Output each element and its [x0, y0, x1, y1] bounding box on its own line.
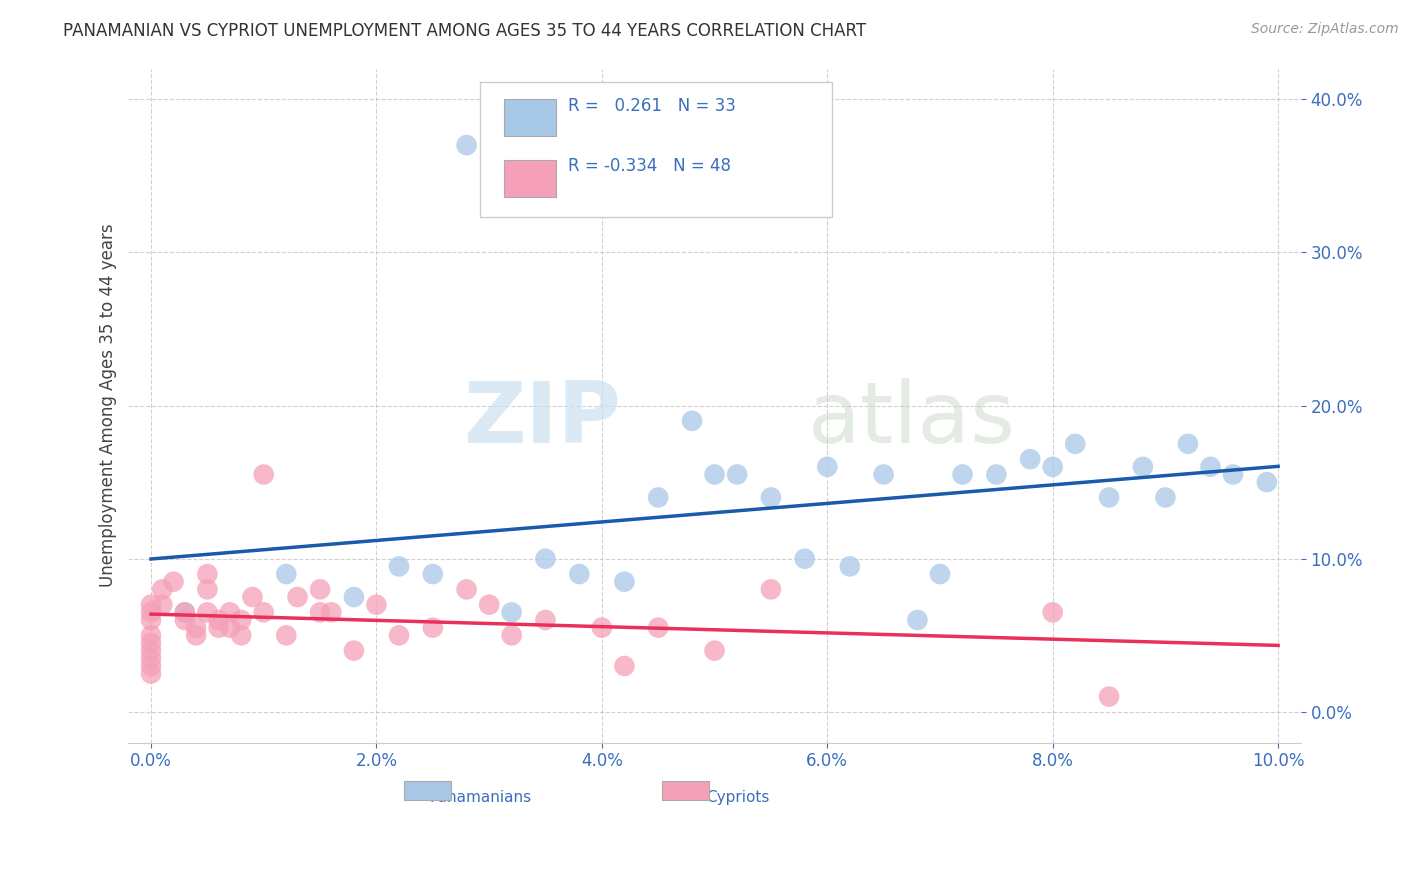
Point — [242, 590, 264, 604]
Point — [321, 605, 343, 619]
Point — [139, 659, 162, 673]
Point — [139, 628, 162, 642]
Text: atlas: atlas — [808, 377, 1017, 460]
Point — [253, 467, 276, 482]
Text: PANAMANIAN VS CYPRIOT UNEMPLOYMENT AMONG AGES 35 TO 44 YEARS CORRELATION CHART: PANAMANIAN VS CYPRIOT UNEMPLOYMENT AMONG… — [63, 22, 866, 40]
Point — [1098, 690, 1121, 704]
Point — [139, 613, 162, 627]
Point — [231, 628, 253, 642]
Point — [929, 567, 952, 582]
Point — [456, 138, 478, 153]
Point — [703, 467, 725, 482]
Point — [219, 605, 242, 619]
Point — [422, 621, 444, 635]
Point — [759, 491, 782, 505]
Point — [759, 582, 782, 597]
Point — [150, 598, 173, 612]
FancyBboxPatch shape — [404, 781, 451, 800]
Point — [309, 605, 332, 619]
Point — [501, 605, 523, 619]
Text: R = -0.334   N = 48: R = -0.334 N = 48 — [568, 157, 731, 175]
Point — [139, 666, 162, 681]
Point — [613, 659, 636, 673]
Point — [1042, 605, 1064, 619]
Point — [231, 613, 253, 627]
Point — [501, 628, 523, 642]
Point — [253, 605, 276, 619]
Point — [150, 582, 173, 597]
Point — [343, 643, 366, 657]
Point — [613, 574, 636, 589]
Point — [952, 467, 974, 482]
Point — [173, 605, 195, 619]
Point — [343, 590, 366, 604]
Point — [139, 605, 162, 619]
FancyBboxPatch shape — [662, 781, 709, 800]
Point — [195, 582, 218, 597]
Point — [591, 621, 613, 635]
Text: Cypriots: Cypriots — [706, 789, 769, 805]
Point — [1256, 475, 1278, 490]
Point — [907, 613, 929, 627]
Point — [219, 621, 242, 635]
Point — [647, 621, 669, 635]
Point — [647, 491, 669, 505]
Point — [208, 621, 231, 635]
Point — [534, 551, 557, 566]
Point — [681, 414, 703, 428]
Point — [195, 605, 218, 619]
Point — [195, 567, 218, 582]
Y-axis label: Unemployment Among Ages 35 to 44 years: Unemployment Among Ages 35 to 44 years — [100, 224, 117, 587]
FancyBboxPatch shape — [479, 82, 832, 217]
Point — [1199, 459, 1222, 474]
Text: Panamanians: Panamanians — [429, 789, 531, 805]
Point — [184, 621, 207, 635]
Point — [366, 598, 388, 612]
Point — [162, 574, 184, 589]
Point — [1222, 467, 1244, 482]
Point — [139, 651, 162, 665]
Point — [276, 567, 298, 582]
Point — [309, 582, 332, 597]
Point — [1154, 491, 1177, 505]
Point — [184, 628, 207, 642]
Point — [1064, 437, 1087, 451]
Point — [793, 551, 815, 566]
Point — [139, 598, 162, 612]
Text: R =   0.261   N = 33: R = 0.261 N = 33 — [568, 96, 735, 114]
Point — [1019, 452, 1042, 467]
Point — [388, 628, 411, 642]
Point — [287, 590, 309, 604]
Point — [534, 613, 557, 627]
Point — [422, 567, 444, 582]
Point — [1132, 459, 1154, 474]
Point — [703, 643, 725, 657]
FancyBboxPatch shape — [503, 99, 557, 136]
Point — [1098, 491, 1121, 505]
Point — [173, 613, 195, 627]
Point — [456, 582, 478, 597]
Point — [872, 467, 894, 482]
Point — [388, 559, 411, 574]
Point — [139, 643, 162, 657]
Text: Source: ZipAtlas.com: Source: ZipAtlas.com — [1251, 22, 1399, 37]
Point — [1177, 437, 1199, 451]
Text: ZIP: ZIP — [463, 377, 621, 460]
Point — [208, 613, 231, 627]
Point — [276, 628, 298, 642]
Point — [986, 467, 1008, 482]
FancyBboxPatch shape — [503, 160, 557, 196]
Point — [173, 605, 195, 619]
Point — [838, 559, 860, 574]
Point — [139, 636, 162, 650]
Point — [478, 598, 501, 612]
Point — [815, 459, 838, 474]
Point — [1042, 459, 1064, 474]
Point — [568, 567, 591, 582]
Point — [725, 467, 748, 482]
